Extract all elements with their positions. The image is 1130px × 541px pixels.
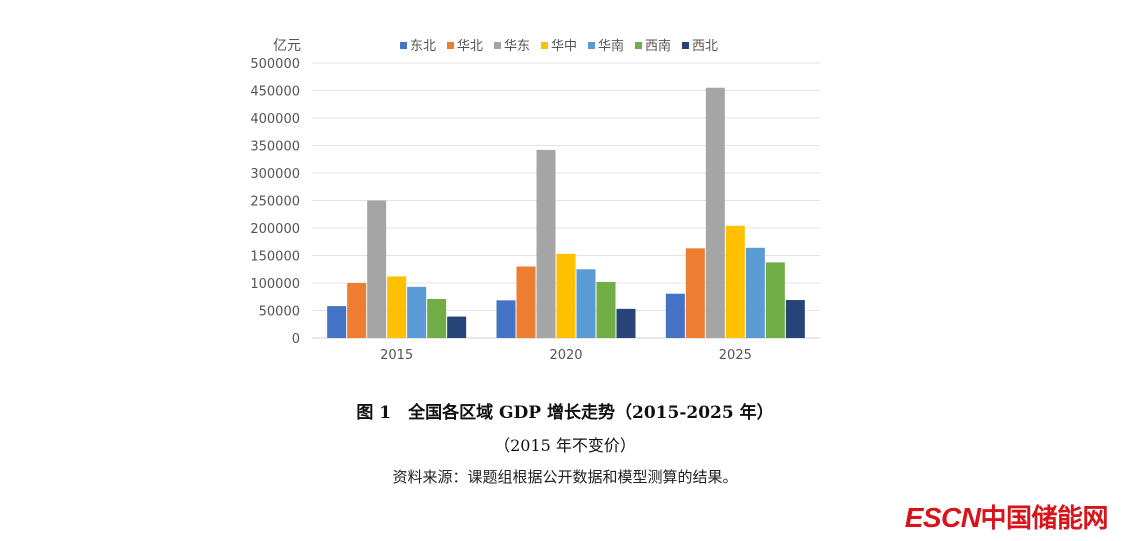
legend-label: 西南 — [645, 38, 671, 54]
legend-label: 华中 — [551, 39, 577, 54]
legend-label: 西北 — [692, 39, 718, 54]
y-tick-label: 300000 — [250, 167, 300, 182]
escn-logo: ESCN中国储能网 — [904, 498, 1109, 535]
y-tick-label: 200000 — [250, 222, 300, 237]
legend-label: 东北 — [410, 39, 436, 54]
legend-swatch — [447, 42, 454, 49]
y-tick-label: 150000 — [250, 250, 300, 265]
figure-caption: 图 1 全国各区域 GDP 增长走势（2015-2025 年） — [356, 403, 774, 423]
legend-label: 华东 — [504, 39, 530, 54]
y-tick-label: 400000 — [250, 112, 300, 127]
bar-华南-2015 — [407, 286, 427, 338]
bar-西北-2020 — [616, 308, 636, 338]
bar-华北-2020 — [516, 266, 536, 338]
bar-chart: 亿元 0 50000 100000 150000 200000 250000 300000 3… — [250, 38, 820, 363]
figure-subtitle: （2015 年不变价） — [494, 436, 636, 455]
y-tick-label: 250000 — [250, 195, 300, 210]
y-tick-label: 50000 — [259, 305, 300, 320]
y-tick-label: 0 — [292, 332, 300, 347]
bar-西北-2025 — [785, 300, 805, 338]
legend-swatch — [635, 42, 642, 49]
x-tick-label: 2020 — [549, 348, 582, 363]
source-note: 资料来源：课题组根据公开数据和模型测算的结果。 — [392, 468, 738, 486]
logo-latin: ESCN — [904, 502, 981, 533]
legend-label: 华北 — [457, 39, 483, 54]
bar-华东-2020 — [536, 149, 556, 338]
bar-华中-2015 — [387, 276, 407, 338]
bar-华东-2025 — [705, 87, 725, 338]
bar-华北-2015 — [347, 283, 367, 338]
y-tick-label: 450000 — [250, 85, 300, 100]
y-axis-label: 亿元 — [273, 38, 301, 54]
y-tick-label: 500000 — [250, 57, 300, 72]
y-tick-label: 100000 — [250, 277, 300, 292]
bar-华南-2020 — [576, 269, 596, 338]
legend-swatch — [541, 42, 548, 49]
bar-华北-2025 — [685, 248, 705, 338]
legend-swatch — [494, 42, 501, 49]
bar-华中-2025 — [725, 225, 745, 338]
bar-西北-2015 — [447, 316, 467, 338]
x-tick-label: 2015 — [380, 348, 413, 363]
legend-swatch — [682, 42, 689, 49]
bar-西南-2020 — [596, 281, 616, 338]
bar-华东-2015 — [367, 200, 387, 338]
x-tick-label: 2025 — [719, 348, 752, 363]
y-tick-label: 350000 — [250, 140, 300, 155]
legend-swatch — [588, 42, 595, 49]
bar-西南-2015 — [427, 298, 447, 338]
legend-label: 华南 — [598, 38, 624, 54]
bar-东北-2020 — [496, 300, 516, 338]
legend-swatch — [400, 42, 407, 49]
logo-cn: 中国储能网 — [980, 504, 1108, 534]
bar-华南-2025 — [745, 247, 765, 338]
bar-东北-2025 — [665, 293, 685, 338]
bar-西南-2025 — [765, 262, 785, 338]
bar-东北-2015 — [327, 306, 347, 338]
bar-华中-2020 — [556, 253, 576, 338]
